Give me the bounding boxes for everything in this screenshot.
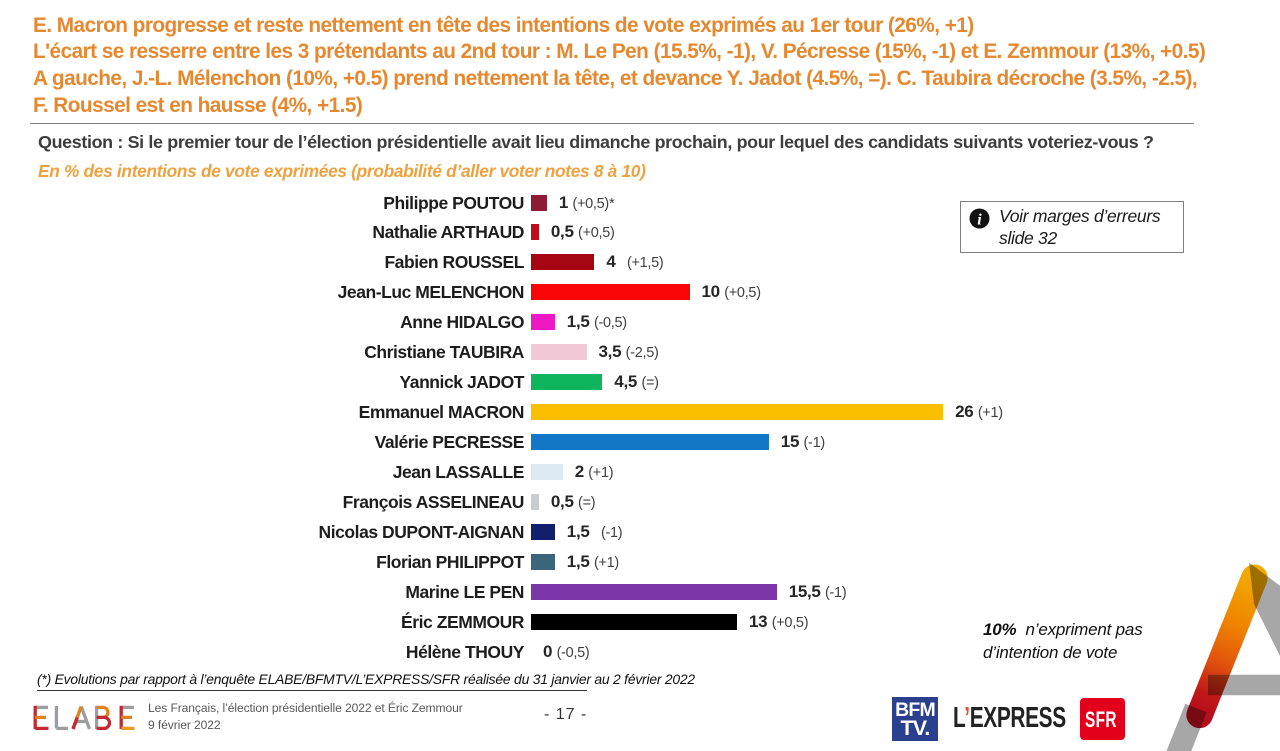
svg-text:i: i [977, 211, 982, 228]
